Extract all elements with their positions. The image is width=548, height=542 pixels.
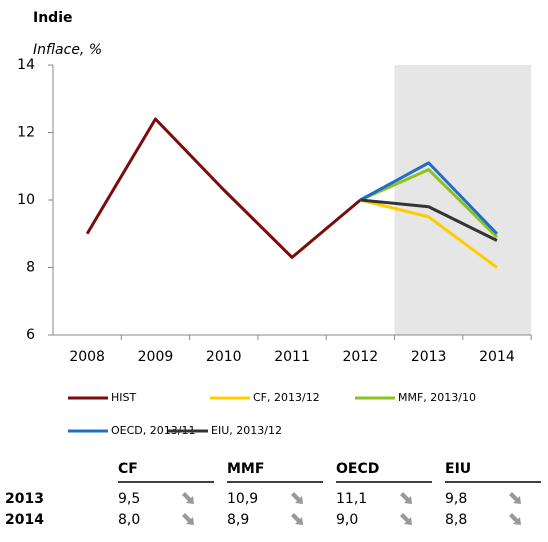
chart-title: Indie xyxy=(33,10,73,26)
table-cell: 9,8 xyxy=(445,491,467,507)
trend-arrow xyxy=(291,513,303,525)
trend-arrow xyxy=(509,513,521,525)
table-cell: 8,9 xyxy=(227,512,249,528)
y-tick-label: 12 xyxy=(17,125,35,141)
chart-subtitle: Inflace, % xyxy=(33,42,102,58)
table-cell: 10,9 xyxy=(227,491,258,507)
x-tick-label: 2011 xyxy=(274,349,310,365)
table-cell: 11,1 xyxy=(336,491,367,507)
x-tick-label: 2012 xyxy=(343,349,379,365)
legend-label: CF, 2013/12 xyxy=(253,391,320,404)
x-tick-label: 2010 xyxy=(206,349,242,365)
series-line xyxy=(85,117,362,259)
table-cell: 8,8 xyxy=(445,512,467,528)
table-header: EIU xyxy=(445,461,471,477)
x-tick-label: 2008 xyxy=(69,349,105,365)
trend-arrow xyxy=(182,492,194,504)
y-tick-label: 6 xyxy=(26,327,35,343)
x-tick-label: 2013 xyxy=(411,349,447,365)
series-line xyxy=(359,168,499,239)
trend-arrow xyxy=(509,492,521,504)
row-label: 2014 xyxy=(5,512,44,528)
trend-arrow xyxy=(400,513,412,525)
series-line xyxy=(359,198,498,269)
legend-label: EIU, 2013/12 xyxy=(211,424,282,437)
table-cell: 9,5 xyxy=(118,491,140,507)
trend-arrow xyxy=(400,492,412,504)
y-tick-label: 10 xyxy=(17,192,35,208)
series-line xyxy=(360,198,498,242)
trend-arrow xyxy=(182,513,194,525)
table-cell: 9,0 xyxy=(336,512,358,528)
legend-label: OECD, 2013/11 xyxy=(111,424,195,437)
series-line xyxy=(359,161,499,235)
table-header: OECD xyxy=(336,461,379,477)
legend-label: HIST xyxy=(111,391,136,404)
y-tick-label: 8 xyxy=(26,260,35,276)
trend-arrow xyxy=(291,492,303,504)
y-tick-label: 14 xyxy=(17,57,35,73)
row-label: 2013 xyxy=(5,491,44,507)
x-tick-label: 2014 xyxy=(479,349,515,365)
table-header: MMF xyxy=(227,461,264,477)
table-header: CF xyxy=(118,461,138,477)
table-cell: 8,0 xyxy=(118,512,140,528)
legend-label: MMF, 2013/10 xyxy=(398,391,476,404)
x-tick-label: 2009 xyxy=(138,349,174,365)
